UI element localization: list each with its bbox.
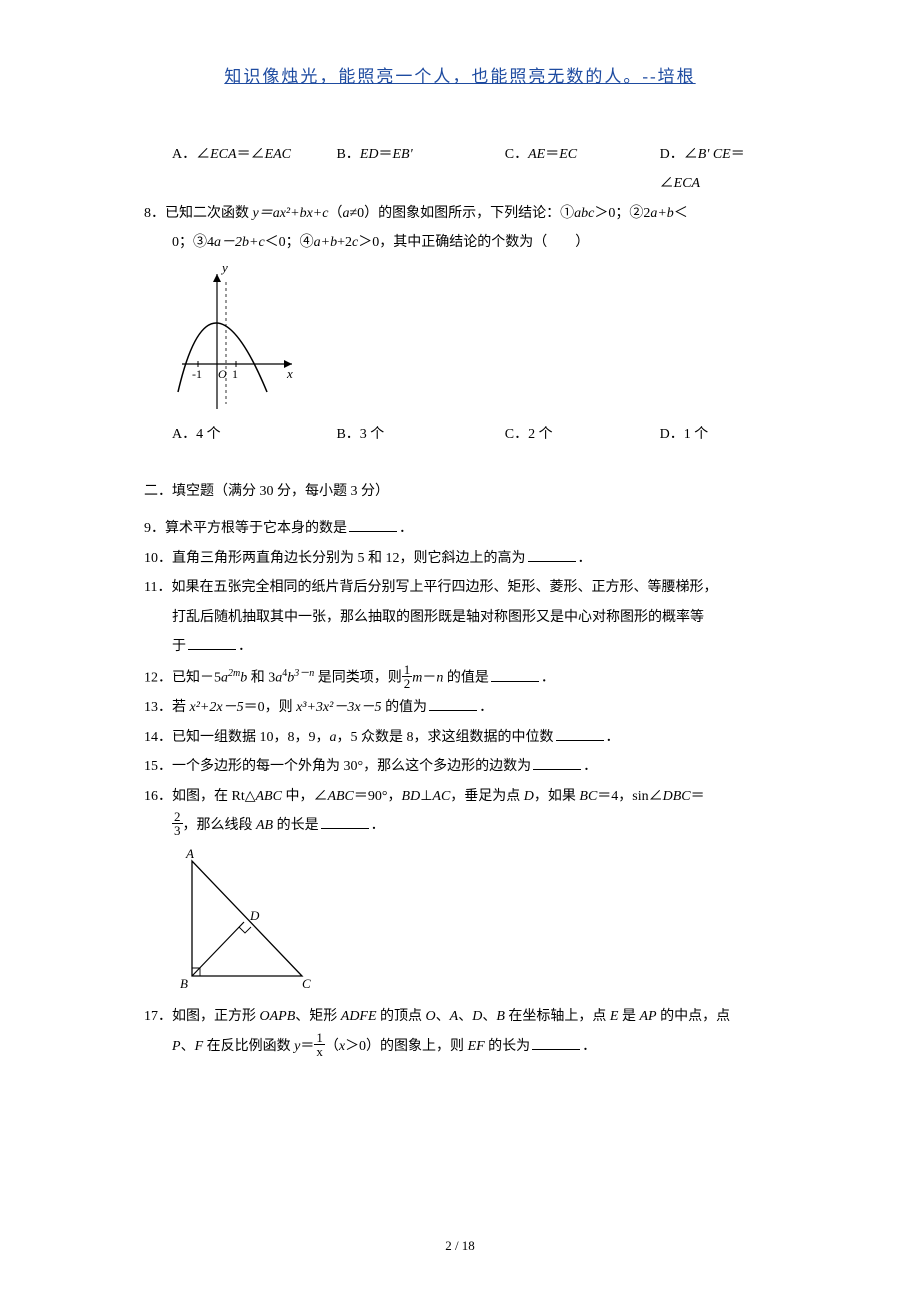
q16: 16．如图，在 Rt△ABC 中，∠ABC＝90°，BD⊥AC，垂足为点 D，如…: [144, 782, 784, 997]
q14: 14．已知一组数据 10，8，9，a，5 众数是 8，求这组数据的中位数．: [144, 723, 784, 752]
q11-line1: 11．如果在五张完全相同的纸片背后分别写上平行四边形、矩形、菱形、正方形、等腰梯…: [144, 573, 784, 602]
svg-text:x: x: [286, 366, 293, 381]
svg-text:-1: -1: [192, 367, 202, 381]
header-quote: 知识像烛光，能照亮一个人，也能照亮无数的人。--培根: [0, 62, 920, 87]
svg-text:D: D: [249, 908, 260, 923]
blank: [533, 756, 581, 770]
q7-option-a: A．∠ECA＝∠EAC: [172, 140, 336, 199]
q13: 13．若 x²+2x－5＝0，则 x³+3x²－3x－5 的值为．: [144, 693, 784, 722]
svg-text:y: y: [220, 264, 228, 275]
q16-line2: 23，那么线段 AB 的长是．: [144, 811, 784, 840]
q7-options: A．∠ECA＝∠EAC B．ED＝EB' C．AE＝EC D．∠B' CE＝∠E…: [144, 140, 784, 199]
q11-line2: 打乱后随机抽取其中一张，那么抽取的图形既是轴对称图形又是中心对称图形的概率等: [144, 603, 784, 632]
q7-option-b: B．ED＝EB': [336, 140, 504, 199]
q17-line2: P、F 在反比例函数 y＝1x（x＞0）的图象上，则 EF 的长为．: [144, 1032, 784, 1061]
q8-figure: y x -1 1 O: [144, 264, 784, 414]
q11: 11．如果在五张完全相同的纸片背后分别写上平行四边形、矩形、菱形、正方形、等腰梯…: [144, 573, 784, 661]
svg-text:B: B: [180, 976, 188, 991]
blank: [429, 697, 477, 711]
svg-text:C: C: [302, 976, 311, 991]
q8-line1: 8．已知二次函数 y＝ax²+bx+c（a≠0）的图象如图所示，下列结论：①ab…: [144, 199, 784, 228]
blank: [491, 668, 539, 682]
q8-option-c: C．2 个: [505, 420, 660, 449]
q8-option-a: A．4 个: [172, 420, 336, 449]
svg-text:A: A: [185, 846, 194, 861]
blank: [556, 727, 604, 741]
blank: [532, 1036, 580, 1050]
blank: [528, 548, 576, 562]
q16-line1: 16．如图，在 Rt△ABC 中，∠ABC＝90°，BD⊥AC，垂足为点 D，如…: [144, 782, 784, 811]
q8-line2: 0；③4a－2b+c＜0；④a+b+2c＞0，其中正确结论的个数为（ ）: [144, 228, 784, 257]
q10: 10．直角三角形两直角边长分别为 5 和 12，则它斜边上的高为．: [144, 544, 784, 573]
q7-option-c: C．AE＝EC: [505, 140, 660, 199]
triangle-graph: A B C D: [172, 846, 322, 996]
parabola-graph: y x -1 1 O: [172, 264, 302, 414]
q15: 15．一个多边形的每一个外角为 30°，那么这个多边形的边数为．: [144, 752, 784, 781]
q11-line3: 于．: [144, 632, 784, 661]
blank: [349, 518, 397, 532]
blank: [321, 815, 369, 829]
q7-option-d: D．∠B' CE＝∠ECA: [660, 140, 784, 199]
blank: [188, 636, 236, 650]
q12: 12．已知－5a2mb 和 3a4b3－n 是同类项，则12m－n 的值是．: [144, 661, 784, 693]
page-number: 2 / 18: [0, 1238, 920, 1254]
q9: 9．算术平方根等于它本身的数是．: [144, 514, 784, 543]
q8: 8．已知二次函数 y＝ax²+bx+c（a≠0）的图象如图所示，下列结论：①ab…: [144, 199, 784, 449]
q17-line1: 17．如图，正方形 OAPB、矩形 ADFE 的顶点 O、A、D、B 在坐标轴上…: [144, 1002, 784, 1031]
page-content: A．∠ECA＝∠EAC B．ED＝EB' C．AE＝EC D．∠B' CE＝∠E…: [144, 140, 784, 1061]
q8-options: A．4 个 B．3 个 C．2 个 D．1 个: [144, 420, 784, 449]
q16-figure: A B C D: [144, 846, 784, 996]
q8-option-b: B．3 个: [336, 420, 504, 449]
svg-text:O: O: [218, 367, 227, 381]
svg-text:1: 1: [232, 367, 238, 381]
q17: 17．如图，正方形 OAPB、矩形 ADFE 的顶点 O、A、D、B 在坐标轴上…: [144, 1002, 784, 1061]
section2-title: 二．填空题（满分 30 分，每小题 3 分）: [144, 477, 784, 506]
q8-option-d: D．1 个: [660, 420, 784, 449]
